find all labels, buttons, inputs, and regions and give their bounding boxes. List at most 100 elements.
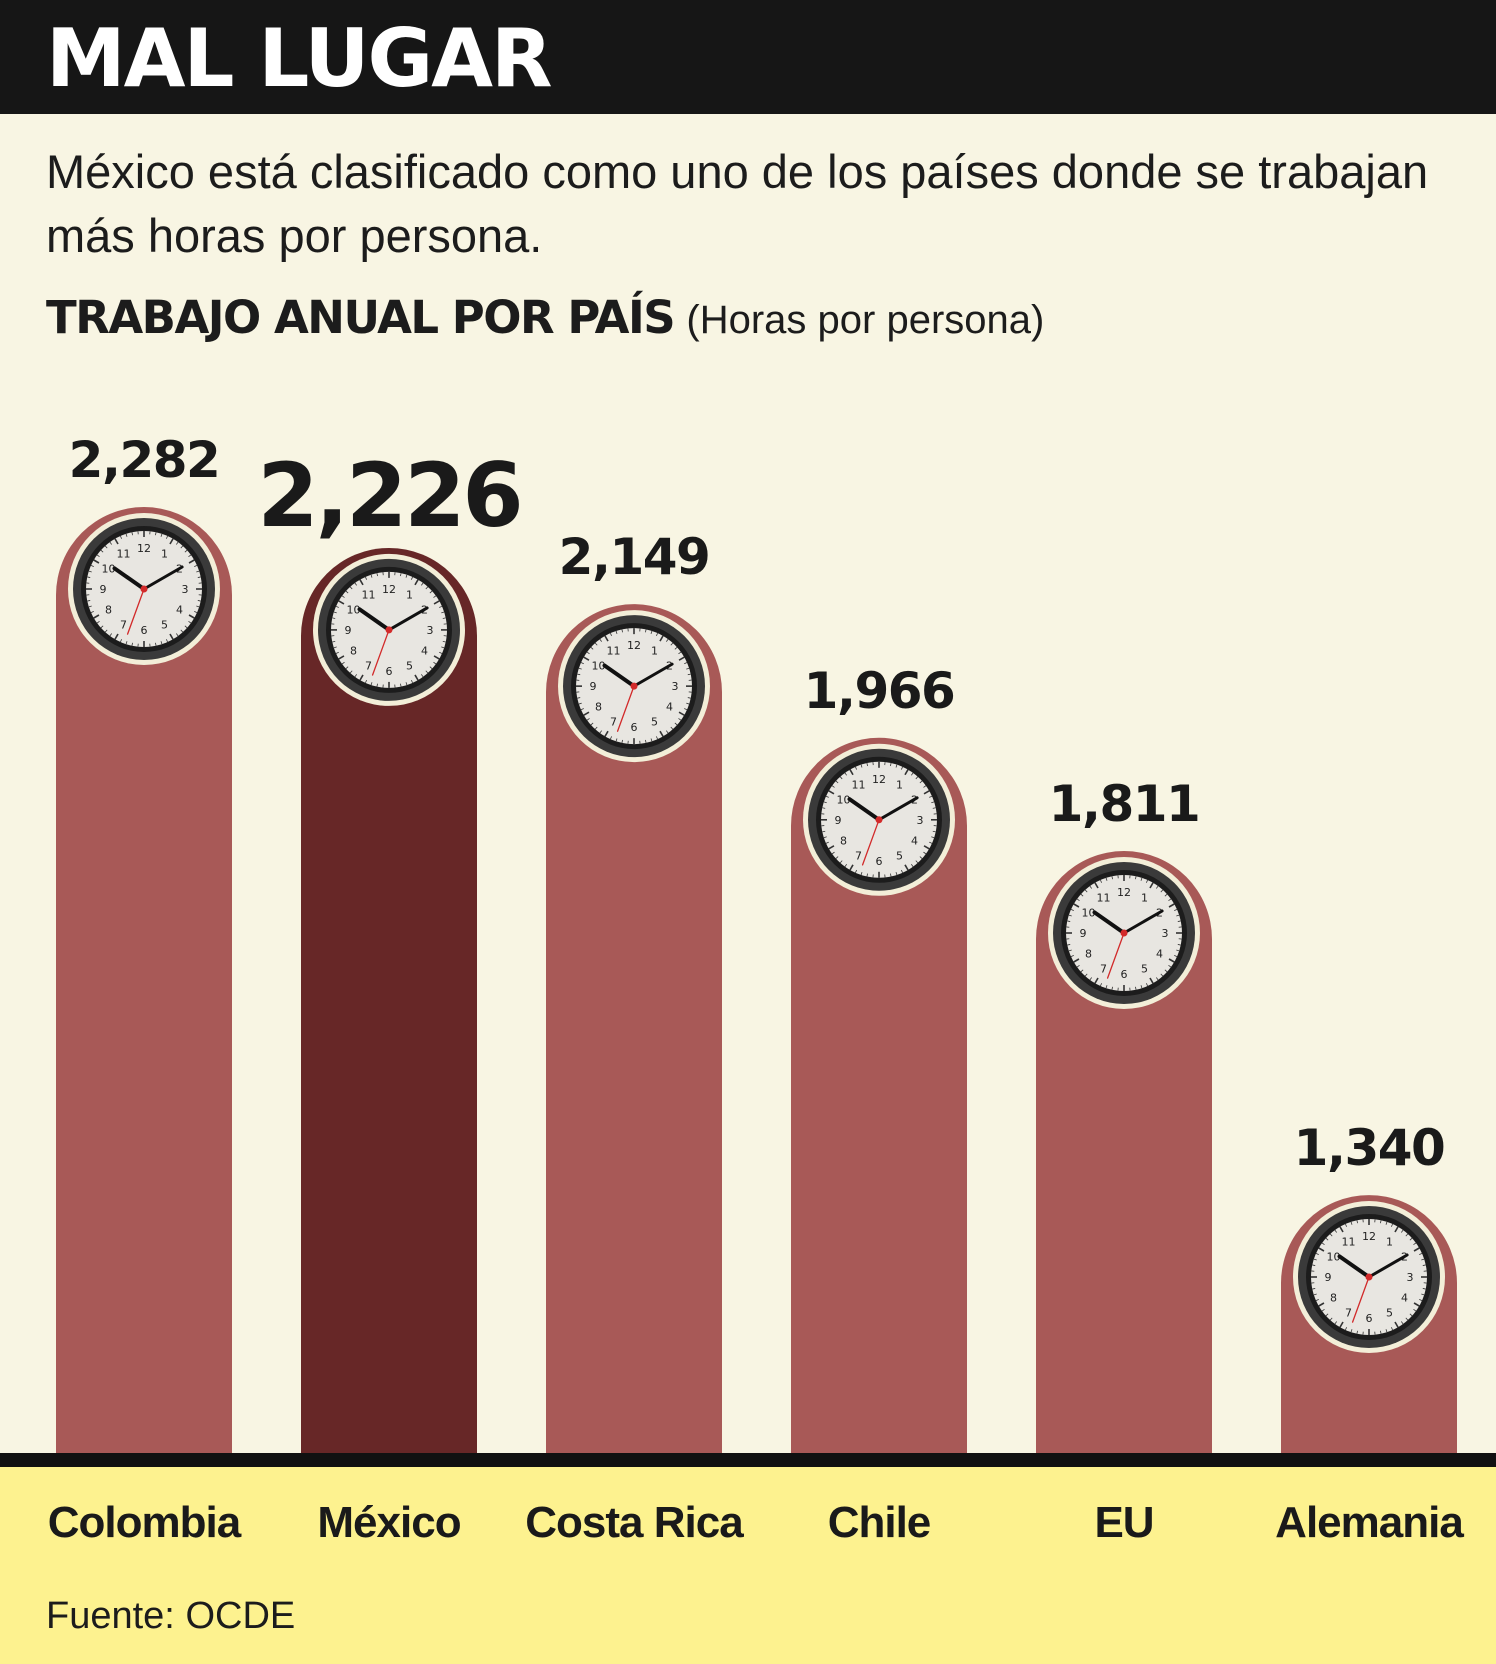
category-label: Chile [828, 1498, 931, 1547]
clock-tick [345, 590, 349, 594]
clock-tick [1325, 1237, 1329, 1241]
clock-numeral: 9 [590, 680, 597, 693]
clock-tick [1089, 977, 1092, 981]
clock-tick [901, 869, 903, 873]
clock-tick [197, 576, 201, 578]
clock-tick [131, 532, 133, 536]
clock-tick [104, 545, 108, 549]
clock-tick [904, 769, 909, 776]
clock-tick [586, 651, 590, 655]
clock-tick [332, 640, 336, 643]
clock-tick [1422, 1264, 1426, 1266]
clock-tick [1176, 914, 1180, 917]
clock-numeral: 8 [105, 604, 112, 617]
clock-tick [354, 582, 357, 586]
clock-tick [114, 538, 119, 545]
clock-tick [439, 605, 443, 608]
clock-tick [1380, 1220, 1382, 1224]
clock-tick [442, 640, 446, 643]
clock-tick [441, 611, 445, 614]
clock-numeral: 9 [345, 624, 352, 637]
clock-tick [155, 532, 157, 536]
clock-tick [1350, 1329, 1353, 1333]
clock-tick [96, 554, 100, 557]
clock-tick [1111, 876, 1113, 880]
clock-tick [1318, 1247, 1325, 1252]
clock-tick [674, 722, 678, 726]
clock-tick [1380, 1330, 1382, 1334]
clock-tick [1421, 1258, 1425, 1261]
clock-tick [828, 790, 835, 795]
clock-numeral: 3 [182, 583, 189, 596]
clock-tick [1339, 1321, 1344, 1328]
clock-tick [1419, 1253, 1423, 1255]
clock-tick [659, 730, 664, 737]
clock-tick [341, 661, 345, 665]
clock-tick [1073, 958, 1080, 963]
category-label: Colombia [48, 1498, 242, 1547]
clock-tick [354, 674, 357, 678]
clock-tick [615, 738, 618, 742]
clock-tick [114, 633, 119, 640]
category-label: EU [1094, 1498, 1153, 1547]
clock-tick [88, 570, 92, 573]
clock-tick [1156, 977, 1159, 981]
clock-tick [1321, 1242, 1325, 1245]
clock-tick [338, 655, 345, 660]
clock-tick [670, 726, 674, 730]
clock-tick [365, 679, 367, 684]
clock-tick [590, 722, 594, 726]
clock-tick [1409, 1313, 1413, 1317]
clock-numeral: 1 [896, 778, 903, 791]
clock-tick [196, 570, 200, 573]
clock-numeral: 6 [141, 624, 148, 637]
clock-tick [370, 682, 373, 686]
clock-tick [87, 576, 91, 578]
clock-tick [828, 845, 835, 850]
clock-tick [169, 538, 174, 545]
clock-tick [429, 666, 433, 670]
clock-tick [860, 764, 863, 768]
clock-tick [1401, 1229, 1404, 1233]
clock-numeral: 12 [1117, 886, 1131, 899]
clock-tick [400, 573, 402, 577]
clock-tick [365, 576, 367, 580]
clock-numeral: 6 [631, 721, 638, 734]
clock-tick [919, 856, 923, 859]
clock-numeral: 4 [911, 834, 918, 847]
bar [301, 547, 477, 1453]
clock-tick [1100, 879, 1102, 883]
clock-tick [433, 600, 440, 605]
clock-tick [1313, 1293, 1317, 1296]
value-label: 1,811 [1049, 775, 1200, 833]
clock-tick [1419, 1299, 1423, 1301]
clock-tick [1111, 986, 1113, 990]
clock-tick [1176, 949, 1180, 952]
clock-tick [666, 638, 669, 642]
chart-title: TRABAJO ANUAL POR PAÍS [46, 291, 676, 344]
clock-tick [822, 830, 826, 833]
clock-tick [188, 614, 195, 619]
clock-tick [901, 766, 903, 770]
clock-tick [604, 635, 609, 642]
clock-numeral: 5 [161, 619, 168, 632]
clock-numeral: 1 [1386, 1235, 1393, 1248]
clock-tick [405, 682, 408, 686]
clock-tick [333, 611, 337, 614]
clock-tick [125, 533, 128, 537]
clock-tick [656, 632, 658, 637]
clock-numeral: 11 [607, 645, 621, 658]
clock-tick [104, 629, 108, 633]
clock-tick [414, 579, 419, 586]
clock-numeral: 7 [610, 716, 617, 729]
clock-tick [1160, 889, 1164, 893]
clock-tick [166, 535, 168, 539]
clock-icon: 123456789101112 [803, 743, 955, 896]
clock-tick [1409, 1237, 1413, 1241]
clock-tick [866, 873, 868, 877]
clock-numeral: 8 [595, 701, 602, 714]
clock-tick [687, 697, 691, 699]
clock-tick [421, 674, 424, 678]
clock-numeral: 8 [1330, 1292, 1337, 1305]
clock-numeral: 8 [840, 834, 847, 847]
